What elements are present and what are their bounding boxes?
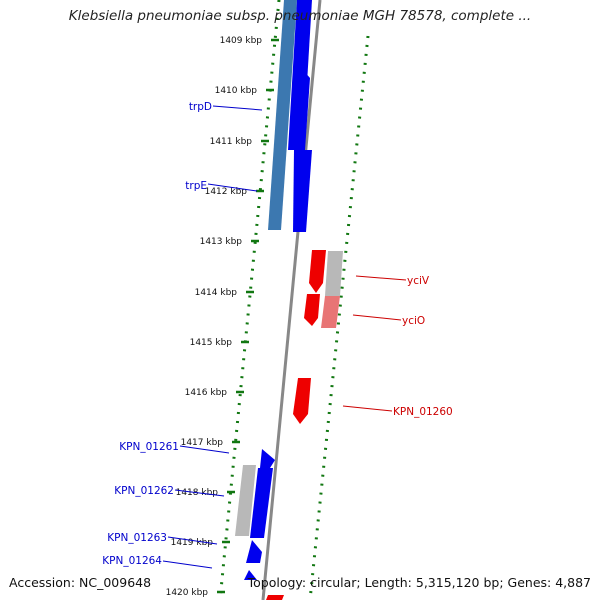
gene-label-connector: [167, 536, 218, 545]
kbp-tick-label: 1415 kbp: [190, 338, 233, 348]
inner-track-boundary: [218, 0, 281, 601]
gene-block[interactable]: [325, 251, 343, 296]
reverse-gene[interactable]: [266, 595, 284, 600]
accession-label: Accession: NC_009648: [9, 575, 152, 590]
genome-summary: Topology: circular; Length: 5,315,120 bp…: [247, 575, 591, 590]
gene-block[interactable]: [268, 0, 297, 230]
backbone-line: [261, 0, 322, 601]
gene-label-connector: [207, 183, 258, 192]
backbone: [261, 0, 322, 601]
gene-label-connector: [352, 314, 402, 321]
kbp-tick-label: 1420 kbp: [166, 588, 209, 598]
kbp-tick-label: 1409 kbp: [220, 36, 263, 46]
gene-labels[interactable]: trpD trpE KPN_01261 KPN_01262 KPN_01263 KPN_0…: [102, 101, 453, 569]
gene-label-yciv[interactable]: yciV: [407, 275, 430, 287]
kbp-tick-label: 1416 kbp: [185, 388, 228, 398]
gene-features[interactable]: [235, 0, 343, 600]
forward-gene[interactable]: [260, 449, 275, 468]
gene-label-kpn-01260[interactable]: KPN_01260: [393, 406, 453, 418]
kbp-tick-label: 1417 kbp: [181, 438, 224, 448]
forward-gene[interactable]: [244, 570, 257, 580]
forward-gene[interactable]: [246, 540, 262, 563]
track-boundaries: [218, 0, 370, 601]
gene-label-connector: [342, 405, 393, 412]
gene-label-kpn-01262[interactable]: KPN_01262: [114, 485, 174, 497]
gene-label-trpe[interactable]: trpE: [185, 180, 207, 192]
gene-label-kpn-01263[interactable]: KPN_01263: [107, 532, 167, 544]
kbp-tick-label: 1414 kbp: [195, 288, 238, 298]
kbp-tick-label: 1410 kbp: [215, 86, 258, 96]
gene-label-connector: [355, 275, 407, 281]
gene-label-connector: [174, 489, 225, 497]
gene-label-kpn-01261[interactable]: KPN_01261: [119, 441, 179, 453]
kbp-tick-label: 1413 kbp: [200, 237, 243, 247]
gene-label-ycio[interactable]: yciO: [402, 315, 425, 327]
forward-gene[interactable]: [293, 150, 312, 232]
genome-title: Klebsiella pneumoniae subsp. pneumoniae …: [68, 8, 532, 24]
reverse-gene[interactable]: [293, 378, 311, 424]
gene-label-connector: [162, 560, 213, 569]
kbp-ruler: 1409 kbp 1410 kbp 1411 kbp 1412 kbp 1413 kbp…: [166, 36, 279, 598]
reverse-gene[interactable]: [309, 250, 326, 293]
gene-label-kpn-01264[interactable]: KPN_01264: [102, 555, 162, 567]
reverse-gene[interactable]: [321, 296, 340, 328]
gene-label-trpd[interactable]: trpD: [189, 101, 212, 113]
outer-track-boundary: [308, 35, 370, 601]
kbp-tick-label: 1412 kbp: [205, 187, 248, 197]
forward-gene[interactable]: [250, 468, 273, 538]
gene-label-connector: [179, 445, 230, 454]
forward-gene[interactable]: [295, 70, 310, 150]
kbp-tick-label: 1419 kbp: [171, 538, 214, 548]
reverse-gene[interactable]: [304, 294, 320, 326]
gene-block[interactable]: [235, 465, 256, 536]
gene-label-connector: [212, 105, 263, 111]
kbp-tick-label: 1411 kbp: [210, 137, 253, 147]
